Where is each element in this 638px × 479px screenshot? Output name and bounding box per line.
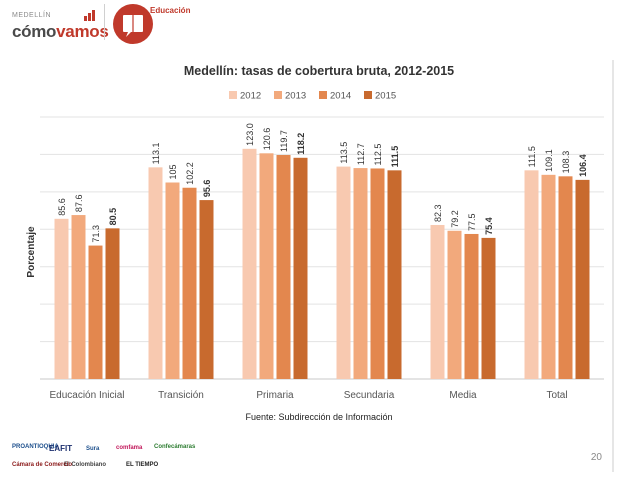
data-label-2013-3: 112.7 — [356, 143, 366, 165]
bar-2014-1 — [182, 187, 197, 379]
partner-logo: EL TIEMPO — [126, 462, 159, 468]
data-label-2013-0: 87.6 — [74, 195, 84, 213]
logo-small-text: MEDELLÍN — [12, 12, 52, 19]
partner-logo: Cámara de Comercio — [12, 462, 73, 468]
data-label-2014-0: 71.3 — [91, 225, 101, 243]
data-label-2014-2: 119.7 — [279, 130, 289, 152]
header-divider — [104, 4, 105, 40]
data-label-2015-5: 106.4 — [578, 154, 588, 177]
x-tick-label: Secundaria — [344, 390, 395, 401]
data-label-2015-0: 80.5 — [108, 208, 118, 226]
legend-label-2015: 2015 — [375, 91, 396, 102]
logo-big-text: cómovamos — [12, 22, 109, 42]
data-label-2013-1: 105 — [168, 164, 178, 179]
bar-2014-2 — [276, 154, 291, 379]
legend-swatch-2014 — [319, 91, 327, 99]
education-book-icon — [113, 4, 153, 44]
bar-2015-1 — [199, 200, 214, 379]
bar-2015-2 — [293, 157, 308, 379]
decorative-right-rule — [612, 60, 614, 472]
chart-source: Fuente: Subdirección de Información — [245, 412, 393, 422]
data-label-2015-4: 75.4 — [484, 217, 494, 235]
x-tick-label: Media — [449, 390, 477, 401]
bar-2012-5 — [524, 170, 539, 379]
data-label-2015-2: 118.2 — [296, 133, 306, 155]
x-tick-label: Total — [546, 390, 567, 401]
bar-2015-3 — [387, 170, 402, 379]
bar-2015-5 — [575, 179, 590, 379]
x-tick-label: Educación Inicial — [49, 390, 124, 401]
bar-2013-4 — [447, 230, 462, 379]
bar-2012-3 — [336, 166, 351, 379]
partner-logos: PROANTIOQUIA EAFIT Sura comfama Confecám… — [12, 438, 212, 474]
legend-label-2012: 2012 — [240, 91, 261, 102]
section-label: Educación — [150, 6, 191, 15]
bar-2012-0 — [54, 218, 69, 379]
data-label-2012-2: 123.0 — [245, 123, 255, 146]
partner-logo: PROANTIOQUIA — [12, 444, 59, 450]
chart-legend: 2012 2013 2014 2015 — [229, 91, 396, 102]
bar-2013-5 — [541, 174, 556, 379]
bar-2012-4 — [430, 224, 445, 379]
bar-2012-2 — [242, 148, 257, 379]
data-label-2012-3: 113.5 — [339, 142, 349, 164]
x-tick-label: Primaria — [256, 390, 294, 401]
data-label-2014-5: 108.3 — [561, 151, 571, 174]
data-label-2012-1: 113.1 — [151, 142, 161, 164]
data-label-2014-3: 112.5 — [373, 144, 383, 166]
partner-logo: EAFIT — [49, 444, 73, 453]
data-label-2013-5: 109.1 — [544, 149, 554, 172]
data-label-2015-1: 95.6 — [202, 180, 212, 198]
chart-gridlines — [40, 116, 604, 380]
bar-2014-0 — [88, 245, 103, 379]
bar-2015-4 — [481, 237, 496, 379]
bar-2012-1 — [148, 167, 163, 379]
chart-x-tick-labels: Educación Inicial Transición Primaria Secun… — [49, 390, 567, 401]
partner-logo: comfama — [116, 445, 143, 451]
data-label-2012-0: 85.6 — [57, 198, 67, 216]
data-label-2014-4: 77.5 — [467, 213, 477, 231]
legend-swatch-2013 — [274, 91, 282, 99]
partner-logo: El Colombiano — [64, 462, 106, 468]
bar-2015-0 — [105, 228, 120, 379]
bar-2014-3 — [370, 168, 385, 379]
logo-word-2: vamos — [56, 22, 109, 41]
chart-bars: 85.6 87.6 71.3 80.5 113.1 105 102.2 95.6 123.0 12… — [54, 123, 590, 379]
logo-bars-icon — [84, 10, 95, 21]
bar-2013-2 — [259, 153, 274, 379]
legend-label-2013: 2013 — [285, 91, 306, 102]
legend-swatch-2012 — [229, 91, 237, 99]
data-label-2013-4: 79.2 — [450, 210, 460, 228]
y-axis-label: Porcentaje — [26, 226, 37, 278]
bar-2014-4 — [464, 233, 479, 379]
legend-swatch-2015 — [364, 91, 372, 99]
logo-word-1: cómo — [12, 22, 57, 41]
bar-2013-3 — [353, 168, 368, 379]
bar-2013-1 — [165, 182, 180, 379]
partner-logo: Sura — [86, 446, 100, 452]
x-tick-label: Transición — [158, 390, 204, 401]
coverage-bar-chart: Medellín: tasas de cobertura bruta, 2012… — [26, 64, 604, 401]
data-label-2014-1: 102.2 — [185, 162, 195, 185]
data-label-2012-4: 82.3 — [433, 204, 443, 222]
legend-label-2014: 2014 — [330, 91, 351, 102]
data-label-2015-3: 111.5 — [390, 146, 400, 168]
partner-logo: Confecámaras — [154, 444, 196, 450]
page-number: 20 — [590, 452, 602, 463]
chart-title: Medellín: tasas de cobertura bruta, 2012… — [184, 64, 454, 78]
data-label-2013-2: 120.6 — [262, 128, 272, 151]
bar-2014-5 — [558, 176, 573, 379]
data-label-2012-5: 111.5 — [527, 146, 537, 167]
bar-2013-0 — [71, 215, 86, 379]
